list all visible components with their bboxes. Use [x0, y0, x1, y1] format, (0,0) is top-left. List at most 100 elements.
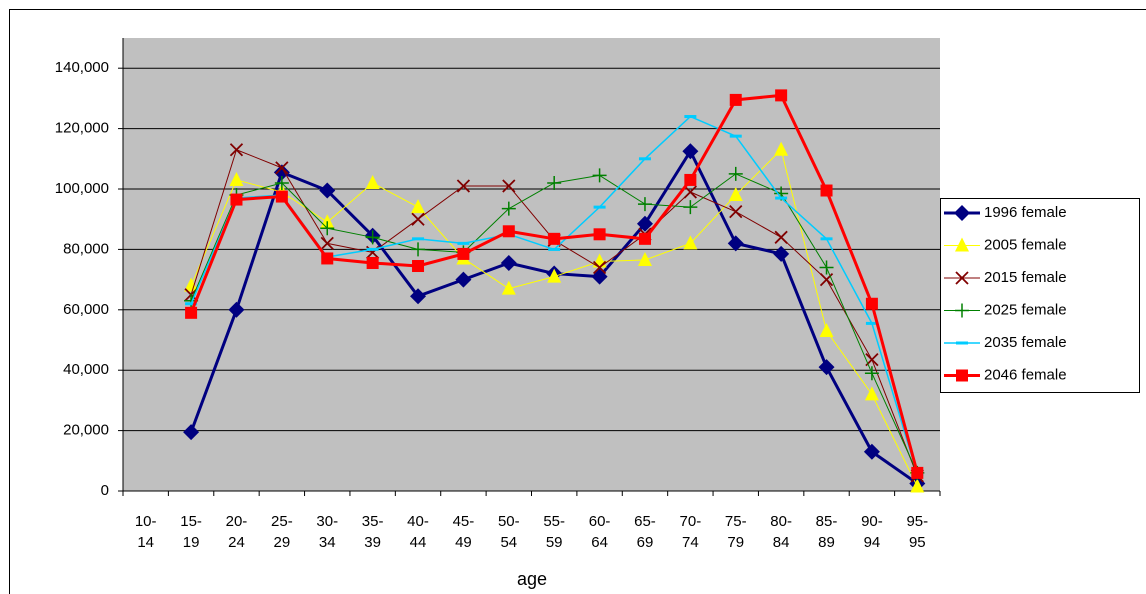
marker: [954, 205, 970, 221]
marker: [501, 201, 516, 216]
marker: [230, 193, 243, 206]
x-tick-label: 50-54: [497, 513, 520, 551]
marker: [729, 93, 742, 106]
y-tick-label: 0: [101, 482, 109, 499]
marker: [412, 260, 425, 273]
legend-label: 2015 female: [984, 269, 1067, 286]
y-tick-label: 80,000: [63, 240, 109, 257]
marker: [456, 179, 471, 193]
x-tick-label: 80-84: [770, 513, 792, 551]
marker: [457, 247, 470, 260]
marker: [501, 280, 516, 295]
marker: [228, 301, 245, 318]
marker: [502, 225, 515, 238]
y-tick-label: 40,000: [63, 361, 109, 378]
marker: [683, 185, 697, 199]
marker: [819, 322, 834, 337]
marker: [592, 168, 607, 183]
legend-label: 2046 female: [984, 366, 1067, 383]
marker: [411, 242, 426, 257]
marker: [864, 366, 879, 381]
marker: [774, 230, 788, 244]
marker: [548, 232, 561, 245]
x-tick-label: 55-59: [543, 513, 566, 551]
marker: [682, 143, 699, 160]
marker: [727, 235, 744, 252]
marker: [547, 268, 562, 283]
y-tick-label: 20,000: [63, 422, 109, 439]
legend-label: 2025 female: [984, 301, 1067, 318]
marker: [729, 205, 743, 219]
marker: [411, 212, 425, 226]
marker: [728, 187, 743, 202]
legend-label: 1996 female: [984, 204, 1067, 221]
marker: [774, 141, 789, 156]
y-tick-label: 60,000: [63, 301, 109, 318]
x-tick-label: 15-19: [180, 513, 202, 551]
marker: [593, 228, 606, 241]
marker: [955, 271, 969, 285]
plot-area: [123, 38, 940, 491]
marker: [366, 256, 379, 269]
y-tick-label: 140,000: [55, 59, 109, 76]
marker: [365, 174, 380, 189]
marker: [911, 466, 924, 479]
marker: [683, 200, 698, 215]
marker: [956, 369, 968, 382]
marker: [320, 236, 334, 250]
marker: [637, 251, 652, 266]
x-tick-label: 25-29: [271, 513, 293, 551]
x-tick-label: 90-94: [861, 513, 883, 551]
marker: [863, 443, 880, 460]
marker: [775, 89, 788, 102]
x-tick-label: 30-34: [316, 513, 339, 551]
x-tick-label: 95-95: [906, 513, 929, 551]
x-tick-label: 35-39: [361, 513, 384, 551]
x-tick-label: 10-14: [134, 513, 157, 551]
series: [185, 89, 924, 479]
x-tick-label: 45-49: [452, 513, 475, 551]
marker: [955, 237, 969, 252]
marker: [321, 252, 334, 265]
marker: [637, 197, 652, 212]
marker: [773, 245, 790, 262]
y-tick-label: 120,000: [55, 120, 109, 137]
y-tick-label: 100,000: [55, 180, 109, 197]
marker: [273, 164, 290, 181]
marker: [684, 173, 697, 186]
marker: [865, 297, 878, 310]
marker: [592, 260, 607, 275]
marker: [275, 161, 289, 175]
marker: [411, 199, 426, 214]
x-tick-label: 60-64: [588, 513, 611, 551]
marker: [683, 235, 698, 250]
x-axis-title: age: [517, 569, 547, 589]
marker: [185, 306, 198, 319]
marker: [910, 478, 925, 493]
x-tick-label: 85-89: [815, 513, 838, 551]
marker: [365, 230, 380, 245]
marker: [319, 182, 336, 199]
marker: [502, 179, 516, 193]
x-tick-label: 40-44: [407, 513, 429, 551]
legend-label: 2005 female: [984, 236, 1067, 253]
marker: [636, 215, 653, 232]
marker: [819, 260, 834, 275]
marker: [547, 175, 562, 190]
marker: [183, 424, 200, 441]
marker: [820, 184, 833, 197]
x-tick-label: 70-74: [679, 513, 702, 551]
marker: [500, 254, 517, 271]
series: [184, 166, 925, 480]
legend-box: [940, 198, 1140, 393]
x-tick-label: 75-79: [724, 513, 747, 551]
marker: [229, 143, 244, 157]
marker: [184, 277, 199, 292]
marker: [638, 232, 651, 245]
legend: 1996 female 2005 female 2015 female 2025 fe…: [940, 198, 1140, 393]
marker: [320, 221, 335, 236]
x-tick-label: 65-69: [634, 513, 656, 551]
x-tick-label: 20-24: [225, 513, 248, 551]
